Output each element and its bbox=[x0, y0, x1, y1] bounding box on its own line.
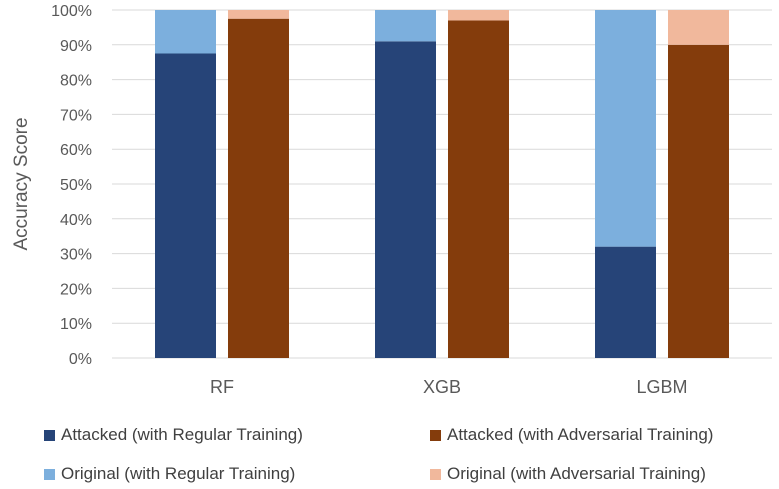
bar-segment bbox=[595, 246, 656, 358]
bar-segment bbox=[375, 10, 436, 42]
y-tick-label: 20% bbox=[60, 281, 92, 298]
y-axis-tick-labels: 0% 10% 20% 30% 40% 50% 60% 70% 80% 90% 100% bbox=[51, 3, 92, 368]
bar-segment bbox=[595, 10, 656, 247]
bar-segment bbox=[228, 10, 289, 19]
x-tick-label: LGBM bbox=[636, 377, 687, 397]
x-axis-tick-labels: RF XGB LGBM bbox=[210, 377, 688, 397]
y-tick-label: 50% bbox=[60, 177, 92, 194]
bar-segment bbox=[448, 10, 509, 21]
bar-segment bbox=[228, 18, 289, 358]
x-tick-label: RF bbox=[210, 377, 234, 397]
bar-segment bbox=[668, 44, 729, 359]
bar-segment bbox=[448, 20, 509, 358]
x-tick-label: XGB bbox=[423, 377, 461, 397]
y-tick-label: 0% bbox=[69, 351, 92, 368]
y-tick-label: 30% bbox=[60, 247, 92, 264]
y-tick-label: 70% bbox=[60, 107, 92, 124]
bar-segment bbox=[668, 10, 729, 45]
y-axis-label: Accuracy Score bbox=[11, 117, 32, 250]
y-tick-label: 90% bbox=[60, 38, 92, 55]
y-tick-label: 60% bbox=[60, 142, 92, 159]
bars bbox=[155, 10, 729, 359]
bar-segment bbox=[155, 10, 216, 54]
y-tick-label: 10% bbox=[60, 316, 92, 333]
bar-segment bbox=[375, 41, 436, 358]
y-tick-label: 100% bbox=[51, 3, 92, 20]
y-tick-label: 40% bbox=[60, 212, 92, 229]
y-tick-label: 80% bbox=[60, 73, 92, 90]
gridlines bbox=[112, 9, 772, 359]
bar-segment bbox=[155, 53, 216, 358]
